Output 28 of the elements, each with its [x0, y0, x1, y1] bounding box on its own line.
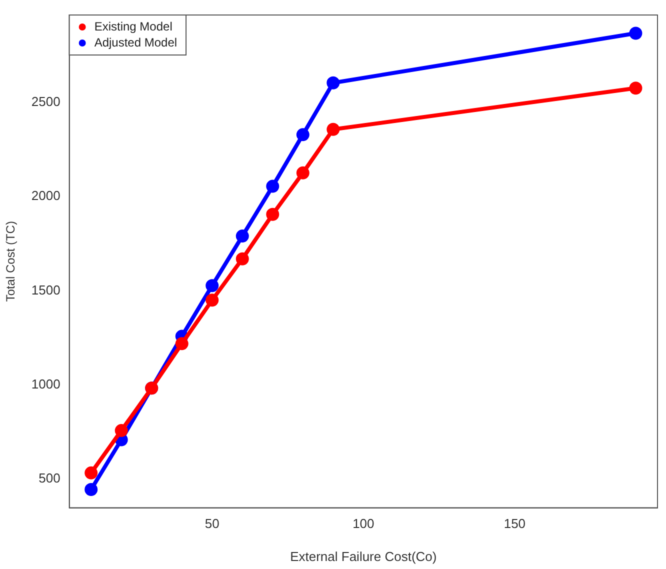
- x-tick-label: 150: [504, 516, 526, 532]
- y-tick-label: 2000: [31, 188, 60, 204]
- point: [266, 180, 280, 193]
- point: [206, 294, 219, 307]
- point: [326, 122, 340, 136]
- point: [236, 252, 249, 266]
- x-tick-label: 100: [352, 516, 374, 532]
- point: [629, 82, 642, 95]
- point: [629, 26, 642, 40]
- y-tick-label: 1500: [31, 282, 60, 298]
- point: [296, 166, 310, 180]
- legend-label: Adjusted Model: [94, 35, 178, 50]
- y-tick-label: 2500: [31, 94, 60, 109]
- point: [266, 208, 280, 221]
- point: [175, 337, 188, 350]
- point: [236, 230, 249, 243]
- x-axis-title: External Failure Cost(Co): [290, 548, 437, 564]
- point: [326, 76, 340, 90]
- x-tick-label: 50: [204, 516, 220, 532]
- y-axis-title: Total Cost (TC): [4, 221, 18, 302]
- point: [114, 424, 128, 438]
- point: [206, 279, 219, 292]
- point: [84, 466, 98, 480]
- point: [84, 483, 98, 496]
- point: [296, 128, 310, 142]
- y-tick-label: 500: [38, 470, 60, 486]
- legend-label: Existing Model: [94, 19, 172, 34]
- y-tick-label: 1000: [31, 376, 60, 392]
